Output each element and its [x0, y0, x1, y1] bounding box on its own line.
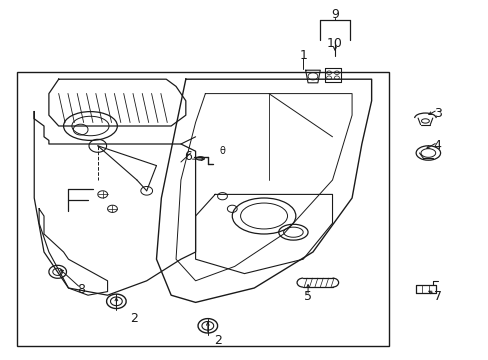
- Text: 1: 1: [299, 49, 306, 62]
- Text: 8: 8: [77, 283, 84, 296]
- Text: 5: 5: [304, 291, 311, 303]
- Text: 3: 3: [433, 107, 441, 120]
- Text: 7: 7: [433, 291, 441, 303]
- Text: 10: 10: [326, 37, 342, 50]
- Text: 9: 9: [330, 8, 338, 21]
- Text: θ: θ: [219, 146, 225, 156]
- Text: 4: 4: [433, 139, 441, 152]
- Text: 6: 6: [184, 150, 192, 163]
- Text: 2: 2: [130, 312, 138, 325]
- Text: 2: 2: [213, 334, 221, 347]
- Bar: [17, 72, 388, 346]
